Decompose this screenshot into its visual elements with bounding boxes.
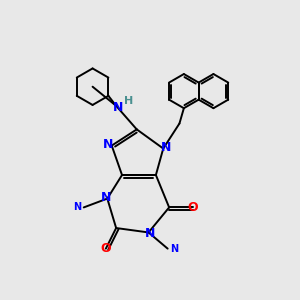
- Text: O: O: [100, 242, 111, 255]
- Text: N: N: [103, 139, 113, 152]
- Text: N: N: [171, 244, 179, 254]
- Text: N: N: [145, 227, 155, 240]
- Text: N: N: [161, 141, 171, 154]
- Text: N: N: [100, 191, 111, 205]
- Text: O: O: [188, 201, 198, 214]
- Text: N: N: [113, 101, 124, 114]
- Text: N: N: [73, 202, 81, 212]
- Text: H: H: [124, 96, 133, 106]
